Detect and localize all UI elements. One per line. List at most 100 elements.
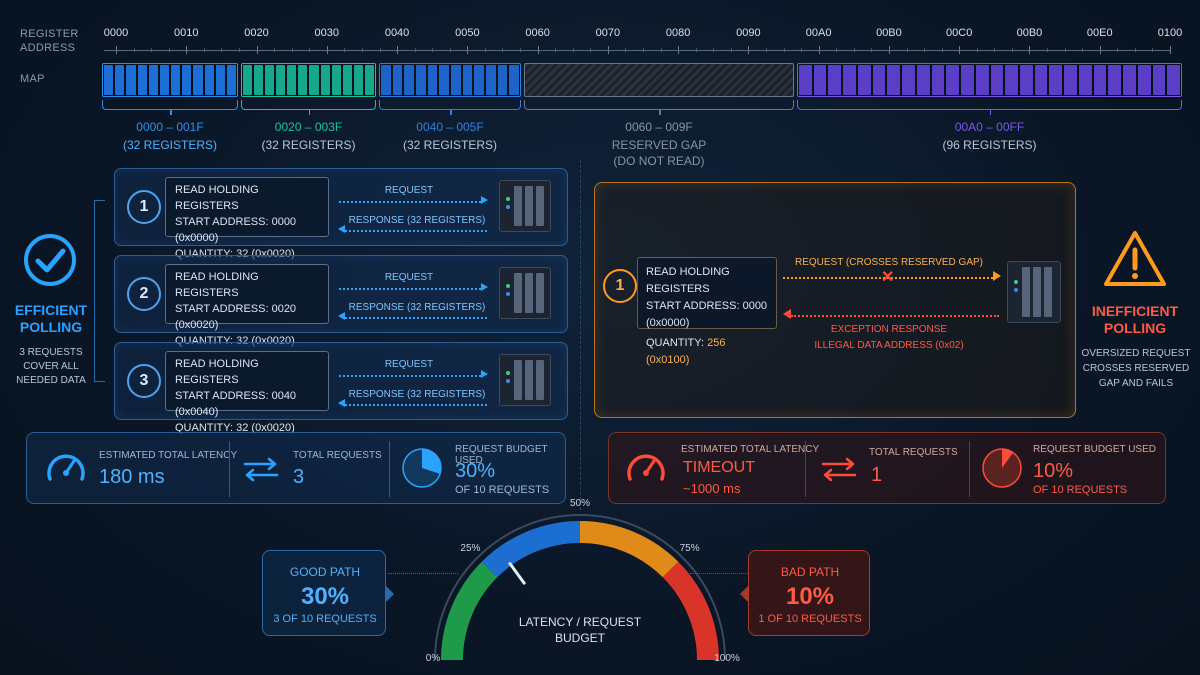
address-tick-label: 0010 [174,27,199,39]
request-arrow [339,288,481,290]
register-cell [1034,65,1048,95]
gauge-tick-label: 75% [679,543,700,555]
range-address: 0020 – 003F [274,120,343,134]
arrowhead-left-icon [338,312,345,320]
gauge-segment [662,561,719,661]
gauge-tick-label: 100% [714,653,740,664]
stat-divider [389,441,390,497]
command-box: READ HOLDING REGISTERS START ADDRESS: 00… [165,351,329,434]
eff-budget-value: 30% [455,460,496,482]
gauge-tick-label: 0% [425,653,441,664]
register-cell [1108,65,1122,95]
eff-latency-value: 180 ms [99,466,165,488]
server-device-icon [499,354,551,406]
register-cell [931,65,945,95]
gauge-tick-label: 25% [460,543,481,555]
ineff-requests-value: 1 [871,464,883,486]
register-cell [451,65,461,95]
inefficient-command-box: READ HOLDING REGISTERS START ADDRESS: 00… [637,257,777,366]
ineff-budget-title: REQUEST BUDGET USED [1033,444,1156,455]
efficient-check-icon [24,234,76,286]
range-note: (DO NOT READ) [613,154,705,168]
bad-path-value: 10% [785,583,835,610]
warning-triangle-icon [1104,231,1166,286]
register-block [797,63,1182,97]
register-cell [342,65,352,95]
inefficient-request-arrow [783,277,993,279]
arrowhead-right-icon [481,370,488,378]
bad-path-sub: 1 OF 10 REQUESTS [758,613,862,625]
register-cell [159,65,170,95]
register-cell [353,65,363,95]
register-cell [115,65,125,95]
register-cell [462,65,473,95]
request-label: REQUEST [384,185,434,196]
register-block [102,63,238,97]
request-row: 3 READ HOLDING REGISTERS START ADDRESS: … [114,342,568,434]
command-start: START ADDRESS: 0040 (0x0040) [175,390,297,418]
register-cell [813,65,827,95]
request-arrow [339,375,481,377]
register-cell [887,65,901,95]
efficient-bracket [94,200,105,382]
arrowhead-left-icon [783,309,791,319]
response-arrow [345,317,487,319]
arrowhead-right-icon [993,271,1001,281]
range-label: 0060 – 009F RESERVED GAP (DO NOT READ) [612,118,706,168]
register-cell [193,65,203,95]
arrowhead-left-icon [338,225,345,233]
register-cell [404,65,415,95]
server-device-icon [1007,261,1061,323]
eff-requests-title: TOTAL REQUESTS [293,450,382,461]
range-label: 00A0 – 00FF (96 REGISTERS) [942,118,1036,154]
range-address: 0040 – 005F [416,120,484,134]
register-cell [799,65,812,95]
register-cell [902,65,915,95]
response-arrow [345,230,487,232]
arrowhead-left-icon [338,399,345,407]
efficient-stats-panel: ESTIMATED TOTAL LATENCY 180 ms TOTAL REQ… [26,432,566,504]
register-cell [171,65,181,95]
good-path-value: 30% [300,583,350,610]
range-count: RESERVED GAP [611,138,707,152]
pie-slice [422,449,441,474]
register-cell [857,65,871,95]
gauge-needle [508,562,526,585]
range-address: 00A0 – 00FF [954,120,1025,134]
command-name: READ HOLDING REGISTERS [175,184,259,212]
command-quantity: QUANTITY: 256 (0x0100) [646,337,726,366]
register-cell [364,65,374,95]
gauge-segment [481,521,581,578]
range-label: 0040 – 005F (32 REGISTERS) [403,118,497,154]
register-cell [126,65,136,95]
gauge-segment [441,561,498,661]
response-label: RESPONSE (32 REGISTERS) [348,215,486,226]
address-tick-label: 0100 [1157,27,1183,39]
register-cell [1093,65,1107,95]
ineff-latency-value: TIMEOUT [683,459,755,476]
register-cell [265,65,275,95]
command-name: READ HOLDING REGISTERS [646,266,730,295]
range-brace-tip [450,109,452,115]
register-cell [243,65,253,95]
step-number: 1 [127,190,161,224]
step-number: 3 [127,364,161,398]
register-cell [254,65,264,95]
response-arrow [345,404,487,406]
address-tick [1170,46,1171,54]
ineff-latency-value2: ~1000 ms [683,481,741,496]
register-cell [287,65,297,95]
request-label: REQUEST [384,272,434,283]
inefficient-title: INEFFICIENT POLLING [1091,303,1179,336]
range-count: (32 REGISTERS) [261,138,356,152]
server-device-icon [499,267,551,319]
register-block [379,63,521,97]
ineff-budget-value: 10% [1033,460,1074,482]
pie-slice [1002,449,1014,468]
address-tick-label: 0070 [595,27,621,39]
latency-budget-gauge [434,514,726,661]
register-cell [182,65,192,95]
address-tick-label: 00B0 [876,27,902,39]
range-address: 0060 – 009F [625,120,693,134]
register-cell [1064,65,1077,95]
